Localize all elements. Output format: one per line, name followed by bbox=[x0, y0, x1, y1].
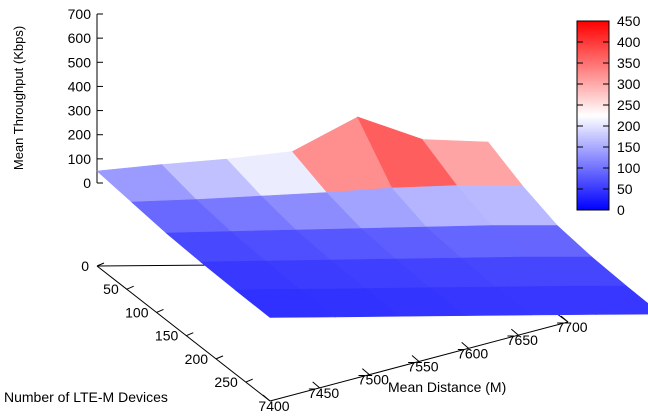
colorbar: 0 50 100 150 200 250 300 350 400 450 bbox=[576, 13, 641, 218]
colorbar-tick-label: 250 bbox=[617, 97, 641, 113]
z-tick-label: 600 bbox=[68, 30, 92, 46]
colorbar-tick-label: 0 bbox=[617, 202, 625, 218]
x-tick-label: 7450 bbox=[308, 385, 339, 401]
colorbar-tick-label: 200 bbox=[617, 118, 641, 134]
z-axis-label: Mean Throughput (Kbps) bbox=[11, 26, 26, 170]
z-axis: 0 100 200 300 400 500 600 700 bbox=[68, 6, 103, 191]
x-tick-label: 7550 bbox=[407, 359, 438, 375]
y-tick bbox=[186, 332, 194, 337]
x-tick bbox=[511, 328, 519, 336]
y-tick bbox=[126, 285, 134, 290]
y-tick-label: 250 bbox=[214, 374, 238, 390]
y-axis-label: Number of LTE-M Devices bbox=[4, 389, 168, 405]
colorbar-tick-label: 450 bbox=[617, 13, 641, 29]
y-tick-label: 200 bbox=[185, 351, 209, 367]
colorbar-tick-label: 100 bbox=[617, 160, 641, 176]
x-tick-label: 7400 bbox=[258, 398, 289, 412]
colorbar-tick-label: 150 bbox=[617, 139, 641, 155]
y-tick-label: 0 bbox=[81, 258, 89, 274]
z-tick-label: 700 bbox=[68, 6, 92, 22]
x-tick-label: 7500 bbox=[358, 372, 389, 388]
y-axis: 0 50 100 150 200 250 bbox=[81, 258, 253, 390]
x-tick bbox=[312, 381, 320, 389]
y-tick bbox=[156, 308, 164, 313]
surface-patch bbox=[560, 285, 648, 315]
colorbar-gradient bbox=[576, 20, 610, 211]
z-tick-label: 400 bbox=[68, 78, 92, 94]
surface-mesh bbox=[96, 116, 648, 318]
y-tick-label: 50 bbox=[103, 281, 119, 297]
colorbar-tick-label: 350 bbox=[617, 55, 641, 71]
x-tick bbox=[411, 355, 420, 362]
y-tick bbox=[245, 378, 253, 383]
x-tick bbox=[362, 368, 370, 376]
x-tick-label: 7700 bbox=[556, 319, 587, 335]
y-tick bbox=[96, 262, 105, 267]
colorbar-tick-label: 50 bbox=[617, 181, 633, 197]
x-tick-label: 7650 bbox=[507, 332, 538, 348]
x-tick bbox=[461, 341, 469, 349]
x-axis: 7400 7450 7500 7550 7600 7650 7700 bbox=[258, 315, 588, 414]
z-tick-label: 200 bbox=[68, 127, 92, 143]
x-tick bbox=[262, 394, 271, 402]
y-tick-label: 150 bbox=[155, 328, 179, 344]
base-left-edge bbox=[96, 265, 271, 402]
x-tick-label: 7600 bbox=[457, 345, 488, 361]
colorbar-tick-label: 400 bbox=[617, 34, 641, 50]
z-tick-label: 100 bbox=[68, 151, 92, 167]
y-tick-label: 100 bbox=[125, 304, 149, 320]
x-axis-label: Mean Distance (M) bbox=[388, 379, 506, 395]
x-tick bbox=[560, 315, 569, 323]
colorbar-tick-label: 300 bbox=[617, 76, 641, 92]
y-tick bbox=[215, 355, 224, 360]
colorbar-ticks: 0 50 100 150 200 250 300 350 400 450 bbox=[577, 13, 641, 218]
z-tick-label: 0 bbox=[83, 175, 91, 191]
z-tick-label: 500 bbox=[68, 54, 92, 70]
z-tick-label: 300 bbox=[68, 103, 92, 119]
